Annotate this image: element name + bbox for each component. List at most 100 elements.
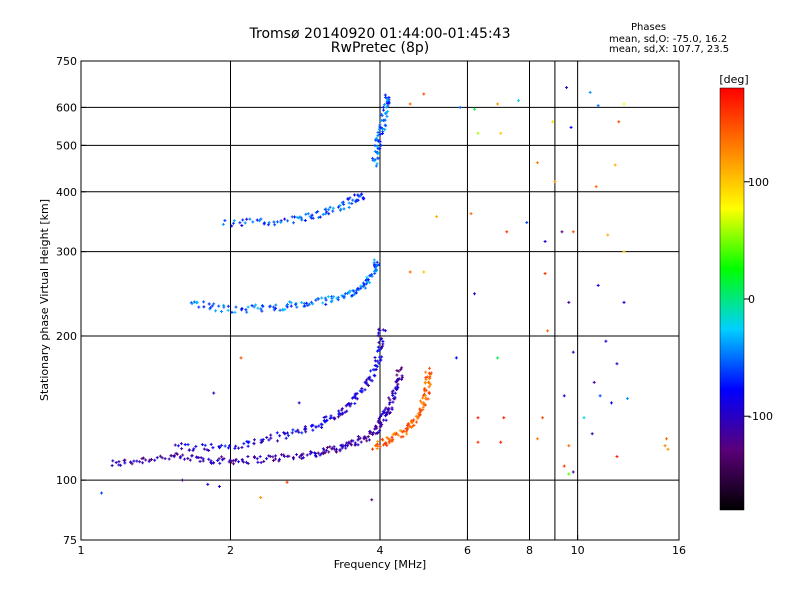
point-v <box>274 223 276 227</box>
point-v <box>230 460 232 464</box>
point-v <box>175 451 177 455</box>
trace-point <box>311 216 315 220</box>
trace-point <box>376 146 380 150</box>
trace-point <box>368 431 372 435</box>
trace-point <box>420 401 424 405</box>
trace-point <box>352 395 356 399</box>
point-v <box>233 219 235 223</box>
point-v <box>361 389 363 393</box>
trace-point <box>386 104 390 108</box>
point-v <box>411 421 413 425</box>
trace-point <box>240 445 244 449</box>
trace-point <box>144 458 148 462</box>
trace-point <box>378 127 382 131</box>
trace-point <box>343 410 347 414</box>
trace-point <box>347 291 351 295</box>
point-v <box>374 265 376 269</box>
trace-point <box>347 441 351 445</box>
point-v <box>405 427 407 431</box>
scatter-point <box>422 92 426 96</box>
point-v <box>377 345 379 349</box>
trace-point <box>313 453 317 457</box>
point-v <box>219 445 221 449</box>
trace-point <box>419 409 423 413</box>
trace-point <box>272 220 276 224</box>
scatter-point <box>613 163 617 167</box>
point-v <box>260 307 262 311</box>
point-v <box>357 443 359 447</box>
point-v <box>367 376 369 380</box>
trace-point <box>374 264 378 268</box>
point-v <box>193 300 195 304</box>
trace-point <box>374 432 378 436</box>
trace-point <box>417 412 421 416</box>
point-v <box>130 460 132 464</box>
point-v <box>182 453 184 457</box>
point-v <box>260 441 262 445</box>
trace-point <box>416 412 420 416</box>
scatter-point <box>546 329 550 333</box>
trace-point <box>350 202 354 206</box>
trace-point <box>292 221 296 225</box>
point-v <box>320 452 322 456</box>
point-v <box>290 301 292 305</box>
point-v <box>150 457 152 461</box>
trace-point <box>353 441 357 445</box>
point-v <box>350 402 352 406</box>
trace-point <box>114 461 118 465</box>
trace-point <box>364 436 368 440</box>
trace-point <box>321 451 325 455</box>
scatter-point <box>596 283 600 287</box>
point-v <box>368 377 370 381</box>
point-v <box>213 302 215 306</box>
point-v <box>343 296 345 300</box>
point-v <box>403 429 405 433</box>
trace-point <box>259 217 263 221</box>
trace-point <box>423 403 427 407</box>
trace-point <box>222 303 226 307</box>
point-v <box>382 438 384 442</box>
point-v <box>296 215 298 219</box>
trace-point <box>350 396 354 400</box>
point-v <box>247 441 249 445</box>
point-v <box>339 448 341 452</box>
trace-point <box>140 457 144 461</box>
point-v <box>396 384 398 388</box>
point-v <box>376 443 378 447</box>
point-v <box>329 416 331 420</box>
point-v <box>382 342 384 346</box>
point-v <box>187 456 189 460</box>
point-v <box>384 442 386 446</box>
point-v <box>231 310 233 314</box>
point-v <box>286 480 288 484</box>
trace-point <box>305 453 309 457</box>
trace-point <box>259 438 263 442</box>
point-v <box>348 402 350 406</box>
trace-point <box>292 457 296 461</box>
point-v <box>394 391 396 395</box>
trace-point <box>373 427 377 431</box>
point-v <box>286 431 288 435</box>
trace-point <box>352 293 356 297</box>
trace-point <box>348 404 352 408</box>
scatter-point <box>454 356 458 360</box>
point-v <box>385 406 387 410</box>
trace-point <box>365 382 369 386</box>
trace-point <box>373 359 377 363</box>
point-v <box>333 445 335 449</box>
scatter-point <box>473 107 477 111</box>
trace-point <box>271 459 275 463</box>
point-v <box>383 410 385 414</box>
point-v <box>287 219 289 223</box>
trace-point <box>240 308 244 312</box>
point-v <box>382 410 384 414</box>
trace-point <box>295 453 299 457</box>
colorbar-tick-label: 100 <box>748 176 769 189</box>
trace-point <box>244 308 248 312</box>
scatter-point <box>476 440 480 444</box>
point-v <box>272 455 274 459</box>
trace-point <box>364 380 368 384</box>
trace-point <box>344 443 348 447</box>
point-v <box>164 457 166 461</box>
